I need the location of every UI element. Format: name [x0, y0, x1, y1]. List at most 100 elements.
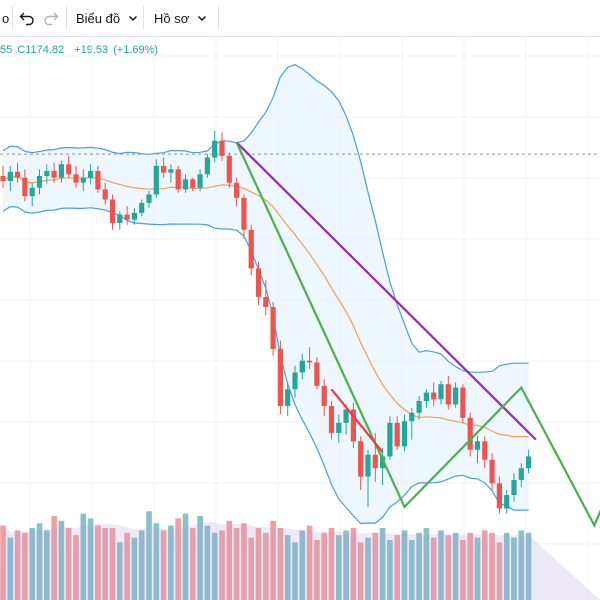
volume-bar — [73, 535, 79, 600]
candle-body — [168, 169, 174, 173]
candle-body — [88, 170, 94, 178]
candle-body — [380, 456, 386, 469]
volume-bar — [306, 525, 313, 600]
volume-bar — [0, 525, 6, 600]
candle-body — [299, 360, 305, 373]
candle-body — [445, 384, 451, 405]
candle-body — [139, 202, 145, 213]
price-chart[interactable] — [0, 36, 600, 600]
change-value: +19.53 — [74, 44, 109, 56]
candle-body — [15, 171, 21, 178]
candle-body — [190, 179, 196, 188]
candle-body — [285, 389, 291, 407]
redo-button[interactable] — [42, 0, 60, 36]
volume-bar — [277, 528, 284, 600]
candle-body — [124, 214, 130, 220]
candle-body — [460, 387, 466, 418]
candle-body — [314, 362, 320, 386]
volume-bar — [452, 532, 459, 600]
undo-icon — [19, 12, 34, 26]
candle-body — [504, 495, 510, 509]
volume-bar — [44, 530, 50, 600]
volume-bar — [430, 537, 437, 600]
candle-body — [328, 406, 335, 433]
volume-bar — [438, 530, 444, 600]
toolbar-partial-label[interactable]: o — [2, 10, 10, 26]
candle-body — [387, 422, 393, 457]
volume-bar — [65, 528, 72, 600]
candle-body — [182, 179, 189, 190]
candle-body — [307, 360, 313, 363]
partial-value: 55 — [0, 44, 13, 56]
quote-legend: 55 C1174.82 +19.53 (+1.69%) — [0, 44, 163, 56]
profile-menu-button[interactable]: Hồ sơ — [154, 0, 209, 36]
volume-bar — [124, 532, 130, 600]
close-label: C — [17, 44, 26, 56]
candle-body — [226, 155, 232, 183]
volume-bar — [460, 540, 466, 600]
volume-bar — [314, 540, 320, 600]
candle-body — [270, 306, 276, 349]
volume-bar — [168, 525, 174, 600]
close-value: 1174.82 — [25, 44, 65, 56]
candle-body — [131, 212, 137, 220]
volume-bar — [219, 530, 225, 600]
candle-body — [431, 392, 437, 400]
volume-bar — [248, 537, 254, 600]
candle-body — [263, 296, 269, 307]
candle-body — [109, 199, 116, 224]
candle-body — [58, 164, 64, 178]
volume-bar — [131, 537, 138, 600]
candle-body — [0, 175, 6, 182]
candle-body — [175, 169, 181, 190]
candle-body — [7, 171, 13, 182]
volume-bar — [496, 542, 503, 600]
candle-body — [234, 182, 240, 198]
volume-bar — [445, 535, 452, 600]
chart-menu-button[interactable]: Biểu đồ — [76, 0, 140, 36]
candle-body — [197, 174, 203, 188]
candle-body — [350, 409, 356, 442]
volume-bar — [518, 530, 525, 600]
volume-bar — [357, 542, 364, 600]
candle-body — [496, 483, 502, 509]
volume-bar — [80, 513, 87, 600]
toolbar-divider — [143, 6, 144, 30]
volume-bar — [153, 523, 160, 600]
volume-bar — [95, 525, 101, 600]
volume-bar — [58, 520, 65, 600]
volume-bar — [190, 528, 196, 600]
candle-body — [80, 177, 86, 183]
candle-body — [44, 170, 50, 176]
candle-body — [453, 387, 459, 405]
candle-body — [489, 459, 495, 484]
undo-button[interactable] — [18, 0, 36, 36]
volume-bar — [503, 532, 510, 600]
volume-bar — [379, 528, 386, 600]
candle-body — [161, 165, 167, 173]
candle-body — [438, 384, 444, 400]
candle-body — [29, 187, 35, 197]
volume-bar — [474, 537, 481, 600]
candle-body — [219, 140, 225, 156]
candle-body — [423, 392, 429, 402]
candle-body — [336, 422, 342, 433]
volume-bar — [336, 535, 342, 600]
candle-body — [95, 170, 101, 190]
volume-bar — [160, 530, 167, 600]
candle-body — [394, 422, 400, 447]
candle-body — [365, 454, 371, 477]
profile-menu-label: Hồ sơ — [154, 10, 190, 26]
volume-bar — [226, 520, 233, 600]
volume-bar — [292, 542, 298, 600]
volume-bar — [394, 535, 400, 600]
bollinger-upper — [2, 63, 529, 373]
volume-bar — [525, 532, 532, 600]
volume-bar — [146, 511, 152, 600]
candle-body — [248, 229, 254, 269]
volume-bar — [284, 535, 291, 600]
volume-bar — [467, 532, 473, 600]
volume-bar — [197, 516, 203, 600]
candle-body — [409, 412, 415, 422]
volume-bar — [138, 530, 145, 600]
